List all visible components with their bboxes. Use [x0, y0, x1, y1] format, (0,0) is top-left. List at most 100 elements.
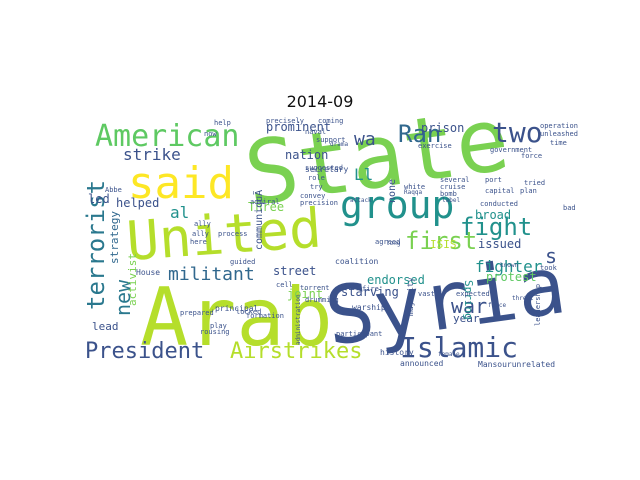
word-known: known — [500, 262, 518, 269]
word-participant: participant — [336, 330, 382, 338]
word-coming: coming — [318, 117, 343, 125]
word-force: force — [488, 302, 506, 309]
word-isis: ISIS — [430, 238, 457, 251]
word-mansourunrelated: Mansourunrelated — [478, 360, 555, 369]
word-try: try — [310, 183, 323, 191]
word-first: first — [405, 227, 477, 255]
word-airstrikes: Airstrikes — [230, 339, 362, 364]
word-abbe: Abbe — [105, 186, 122, 194]
word-unleashed: unleashed — [540, 130, 578, 138]
word-new: new — [111, 279, 135, 316]
word-house: House — [136, 268, 160, 277]
word-time: time — [550, 139, 567, 147]
word-strategy: strategy — [108, 211, 121, 264]
word-attack: attack — [350, 197, 372, 204]
word-islamic: Islamic — [400, 331, 518, 364]
word-convey: convey — [300, 192, 325, 200]
word-threat: threat — [512, 295, 534, 302]
word-prison: prison — [421, 121, 464, 135]
word-ally: ally — [192, 230, 209, 238]
word-label: label — [442, 197, 460, 204]
word-fight: fight — [460, 213, 532, 241]
word-tried: tried — [524, 179, 545, 187]
word-raqqa: Raqqa — [404, 189, 422, 196]
word-helped: helped — [116, 196, 159, 210]
word-help: help — [214, 119, 231, 127]
word-protest: protest — [486, 270, 537, 284]
word-role: role — [308, 174, 325, 182]
word-leadership: leadership — [534, 284, 542, 326]
word-took: took — [540, 264, 558, 272]
word-principal: principal — [215, 304, 259, 313]
word-lead: lead — [92, 320, 119, 333]
word-bad: bad — [563, 204, 576, 212]
word-operation: operation — [540, 122, 578, 130]
word-cruise: cruise — [440, 183, 465, 191]
word-agreed: agreed — [375, 238, 400, 246]
word-three: Three — [248, 200, 284, 214]
word-united: United — [125, 197, 324, 273]
word-strike: strike — [123, 145, 181, 164]
word-starving: starving — [341, 285, 399, 299]
word-female: female — [438, 351, 460, 358]
word-expected: expected — [456, 290, 490, 298]
word-s: s — [545, 244, 557, 268]
word-broad: broad — [475, 208, 511, 222]
word-locked: locked — [236, 308, 261, 316]
word-american: American — [95, 119, 240, 154]
word-majority: majority — [406, 277, 415, 316]
word-endorsed: endorsed — [367, 273, 425, 287]
word-port: port — [485, 176, 502, 184]
word-cell: cell — [276, 281, 293, 289]
word-ran: Ran — [398, 120, 441, 148]
figure-title: 2014-09 — [286, 92, 354, 111]
word-militant: militant — [168, 264, 255, 285]
word-none: none — [387, 179, 398, 203]
word-torrent: torrent — [300, 284, 330, 292]
word-support: support — [316, 136, 346, 144]
word-vast: vast — [418, 290, 435, 298]
word-suggested: suggested — [305, 164, 343, 172]
word-joint: joint — [287, 287, 323, 301]
word-history: history — [380, 348, 414, 357]
word-long: long — [386, 240, 401, 247]
word-administration: administration — [295, 294, 302, 345]
word-street: street — [273, 264, 316, 278]
word-nation: nation — [285, 148, 328, 162]
word-secretary: secretary — [305, 165, 349, 174]
word-several: several — [440, 176, 470, 184]
word-spring: Spring — [462, 280, 475, 320]
word-guided: guided — [230, 258, 255, 266]
word-arab: Arab — [140, 271, 333, 364]
word-ll: Ll — [354, 165, 373, 184]
word-announced: announced — [400, 359, 444, 368]
word-precision: precision — [300, 199, 338, 207]
word-wa: wa — [354, 129, 376, 150]
word-ally: ally — [194, 220, 211, 228]
word-conducted: conducted — [480, 200, 518, 208]
word-exercise: exercise — [418, 142, 452, 150]
word-government: government — [490, 146, 532, 154]
word-coalition: coalition — [335, 257, 379, 266]
word-issued: issued — [478, 237, 521, 251]
word-play: play — [210, 322, 227, 330]
word-said: said — [128, 158, 234, 209]
word-formation: formation — [246, 312, 284, 320]
word-here: here — [190, 238, 207, 246]
word-al: al — [170, 203, 189, 222]
word-war: war — [451, 294, 487, 318]
word-communiqu-: communiquÃ — [252, 190, 265, 250]
word-capital: capital — [485, 187, 515, 195]
word-plan: plan — [520, 187, 537, 195]
word-drumming: drumming — [305, 296, 339, 304]
word-naval: naval — [305, 128, 326, 136]
word-drama: drama — [330, 141, 348, 148]
word-warship: warship — [352, 303, 386, 312]
word-prepared: prepared — [180, 309, 214, 317]
word-process: process — [218, 230, 248, 238]
word-white: white — [404, 183, 425, 191]
word-now: now — [204, 130, 217, 138]
word-fire: fire — [362, 285, 379, 293]
word-led: led — [88, 192, 110, 206]
